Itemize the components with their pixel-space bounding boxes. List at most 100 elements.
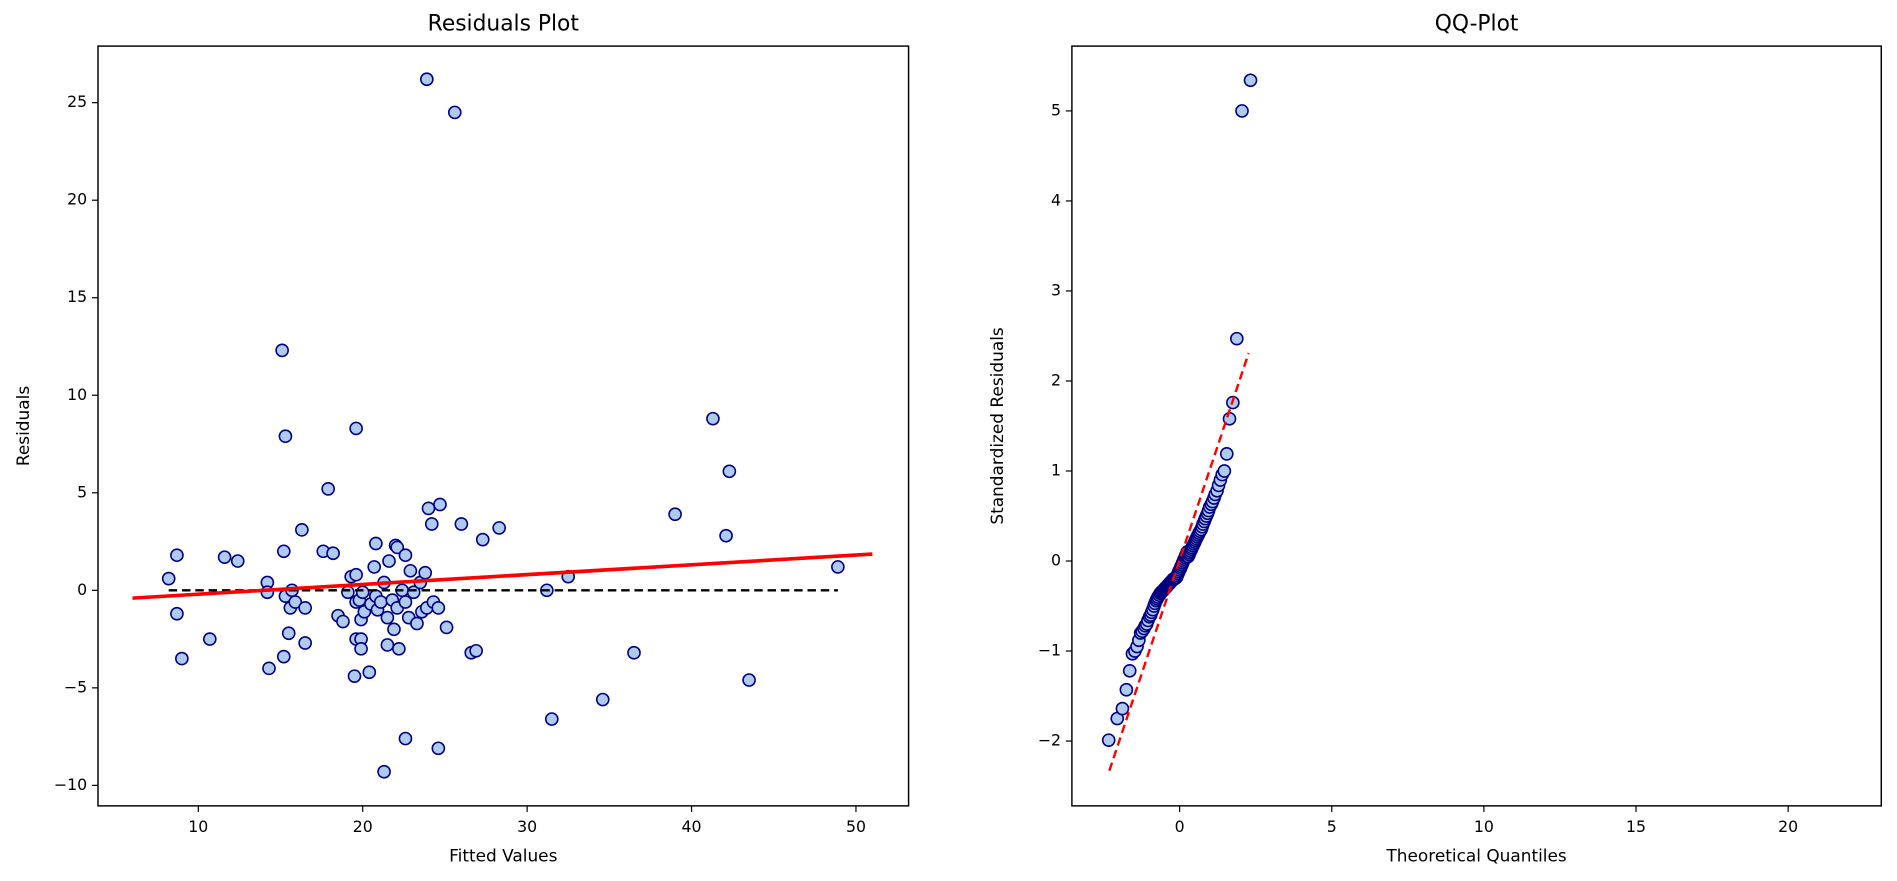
point bbox=[1119, 682, 1134, 697]
point bbox=[170, 606, 184, 621]
point bbox=[719, 528, 733, 543]
point bbox=[175, 651, 189, 666]
point bbox=[398, 595, 413, 609]
y-tick-label: 10 bbox=[67, 385, 87, 404]
y-tick-label: 0 bbox=[77, 580, 87, 599]
y-tick-label: 25 bbox=[67, 92, 87, 111]
point bbox=[382, 554, 396, 568]
y-tick-label: 5 bbox=[1051, 100, 1061, 119]
point bbox=[230, 554, 245, 568]
point bbox=[439, 620, 454, 635]
point bbox=[262, 661, 276, 676]
x-tick-label: 5 bbox=[1327, 817, 1337, 836]
x-tick-label: 20 bbox=[1778, 817, 1798, 836]
point bbox=[326, 546, 340, 561]
x-axis-label: Fitted Values bbox=[449, 846, 557, 866]
point bbox=[347, 669, 362, 683]
x-tick-label: 50 bbox=[846, 817, 866, 836]
point bbox=[722, 464, 737, 479]
y-tick-label: 5 bbox=[77, 482, 87, 501]
point bbox=[410, 616, 424, 631]
point bbox=[377, 764, 391, 779]
point bbox=[1115, 701, 1130, 716]
point bbox=[418, 565, 433, 580]
point bbox=[349, 421, 363, 436]
x-tick-label: 10 bbox=[188, 817, 208, 836]
point bbox=[202, 632, 217, 646]
point bbox=[431, 741, 446, 756]
point bbox=[742, 673, 756, 687]
point bbox=[454, 517, 469, 531]
point bbox=[469, 643, 483, 658]
point bbox=[288, 595, 303, 609]
point bbox=[392, 642, 406, 656]
reference-line bbox=[132, 552, 873, 600]
point bbox=[433, 497, 447, 512]
y-tick-label: −2 bbox=[1038, 731, 1061, 750]
y-tick-label: 1 bbox=[1051, 460, 1061, 479]
point bbox=[431, 601, 446, 615]
point bbox=[276, 544, 291, 559]
point bbox=[424, 517, 439, 531]
point bbox=[398, 731, 413, 746]
chart-title: QQ-Plot bbox=[1435, 11, 1519, 36]
y-tick-label: −5 bbox=[64, 677, 87, 696]
point bbox=[447, 105, 462, 120]
point bbox=[373, 595, 388, 609]
y-tick-label: 4 bbox=[1051, 190, 1061, 209]
point bbox=[1217, 464, 1232, 478]
point bbox=[295, 523, 309, 537]
point bbox=[380, 638, 395, 652]
point bbox=[369, 536, 383, 551]
x-axis-label: Theoretical Quantiles bbox=[1385, 846, 1566, 866]
y-tick-label: 3 bbox=[1051, 280, 1061, 299]
point bbox=[321, 482, 336, 496]
point bbox=[1235, 104, 1249, 118]
point bbox=[1243, 73, 1258, 88]
point bbox=[595, 692, 610, 707]
y-tick-label: −1 bbox=[1038, 641, 1061, 660]
point bbox=[627, 645, 641, 660]
x-tick-label: 15 bbox=[1626, 817, 1646, 836]
point bbox=[276, 649, 291, 664]
point bbox=[831, 560, 845, 574]
point bbox=[475, 532, 490, 547]
reference-line bbox=[1108, 352, 1250, 772]
axes-frame bbox=[97, 45, 910, 807]
point bbox=[298, 601, 312, 615]
y-tick-label: 2 bbox=[1051, 370, 1061, 389]
point bbox=[1122, 664, 1137, 678]
point bbox=[275, 343, 289, 358]
point bbox=[544, 712, 559, 726]
axes-frame bbox=[1071, 45, 1882, 807]
point bbox=[1219, 447, 1234, 461]
point bbox=[492, 521, 507, 535]
point bbox=[387, 622, 401, 637]
point bbox=[421, 501, 436, 516]
point bbox=[1101, 733, 1116, 747]
y-tick-label: −10 bbox=[54, 775, 87, 794]
point bbox=[349, 567, 363, 582]
y-axis-label: Residuals bbox=[13, 386, 33, 466]
point bbox=[161, 571, 176, 586]
y-axis-label: Standardized Residuals bbox=[987, 327, 1007, 524]
x-tick-label: 20 bbox=[353, 817, 373, 836]
point bbox=[668, 507, 682, 522]
y-tick-label: 0 bbox=[1051, 551, 1061, 570]
point bbox=[1229, 331, 1244, 346]
point bbox=[403, 563, 418, 578]
point bbox=[298, 636, 312, 650]
point bbox=[336, 614, 350, 629]
y-tick-label: 20 bbox=[67, 190, 87, 209]
x-tick-label: 10 bbox=[1474, 817, 1494, 836]
point bbox=[362, 665, 377, 680]
chart-title: Residuals Plot bbox=[428, 11, 580, 36]
point bbox=[398, 548, 413, 563]
point bbox=[278, 429, 293, 444]
point bbox=[390, 540, 405, 555]
point bbox=[354, 642, 368, 656]
point bbox=[419, 72, 434, 87]
y-tick-label: 15 bbox=[67, 287, 87, 306]
